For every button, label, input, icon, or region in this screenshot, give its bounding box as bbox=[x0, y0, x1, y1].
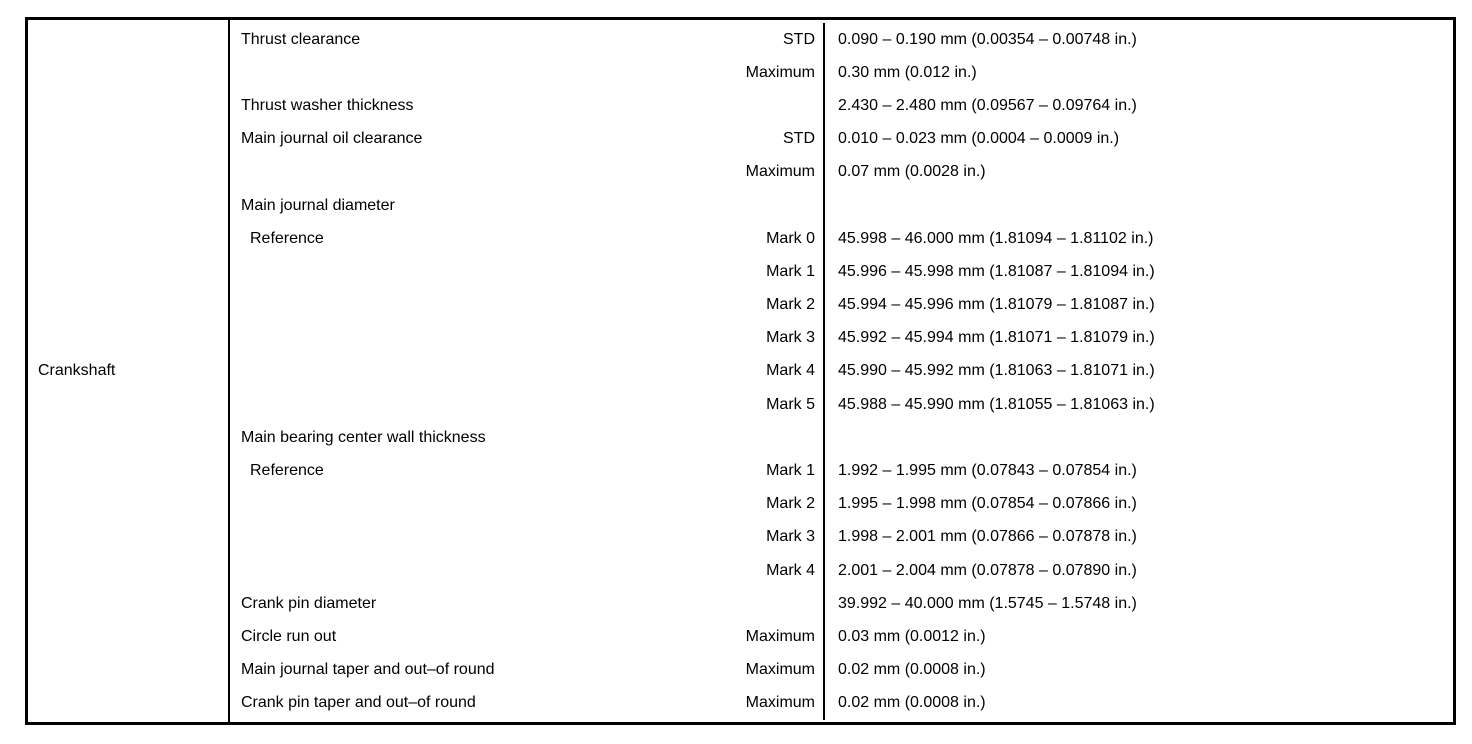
spec-value: 39.992 – 40.000 mm (1.5745 – 1.5748 in.) bbox=[838, 594, 1137, 612]
spec-label-cell: Mark 3 bbox=[230, 321, 825, 355]
spec-qualifier: Mark 2 bbox=[766, 296, 815, 314]
spec-label-cell: Reference Mark 0 bbox=[230, 222, 825, 256]
spec-label-cell: Mark 2 bbox=[230, 288, 825, 322]
spec-label-cell: Main journal diameter bbox=[230, 188, 825, 223]
table-row: Thrust washer thickness 2.430 – 2.480 mm … bbox=[230, 89, 1453, 123]
spec-label: Thrust washer thickness bbox=[241, 96, 414, 114]
spec-label-cell: Mark 4 bbox=[230, 554, 825, 588]
table-row: Mark 5 45.988 – 45.990 mm (1.81055 – 1.81… bbox=[230, 388, 1453, 422]
spec-label-cell: Crank pin taper and out–of round Maximum bbox=[230, 686, 825, 720]
spec-label: Reference bbox=[250, 462, 324, 480]
component-label: Crankshaft bbox=[38, 362, 116, 379]
spec-label-cell: Reference Mark 1 bbox=[230, 454, 825, 488]
spec-qualifier: Mark 3 bbox=[766, 329, 815, 347]
spec-value: 45.996 – 45.998 mm (1.81087 – 1.81094 in… bbox=[838, 262, 1155, 280]
spec-label-cell: Maximum bbox=[230, 155, 825, 189]
spec-label-cell: Maximum bbox=[230, 56, 825, 90]
table-row: Mark 2 1.995 – 1.998 mm (0.07854 – 0.0786… bbox=[230, 487, 1453, 521]
spec-label-cell: Mark 2 bbox=[230, 487, 825, 521]
spec-label: Main journal oil clearance bbox=[241, 130, 423, 148]
spec-qualifier: Mark 1 bbox=[766, 262, 815, 280]
spec-value: 1.995 – 1.998 mm (0.07854 – 0.07866 in.) bbox=[838, 495, 1137, 513]
spec-value: 0.30 mm (0.012 in.) bbox=[838, 63, 977, 81]
spec-qualifier: Mark 3 bbox=[766, 528, 815, 546]
spec-value: 0.090 – 0.190 mm (0.00354 – 0.00748 in.) bbox=[838, 30, 1137, 48]
spec-label: Crank pin taper and out–of round bbox=[241, 694, 476, 712]
spec-value: 45.998 – 46.000 mm (1.81094 – 1.81102 in… bbox=[838, 229, 1154, 247]
component-cell: Crankshaft bbox=[28, 20, 230, 722]
table-row: Mark 2 45.994 – 45.996 mm (1.81079 – 1.81… bbox=[230, 288, 1453, 322]
spec-label-cell: Mark 3 bbox=[230, 520, 825, 554]
table-row: Maximum 0.07 mm (0.0028 in.) bbox=[230, 155, 1453, 189]
spec-label: Main bearing center wall thickness bbox=[241, 428, 486, 446]
spec-label: Main journal diameter bbox=[241, 196, 395, 214]
spec-value: 2.430 – 2.480 mm (0.09567 – 0.09764 in.) bbox=[838, 96, 1137, 114]
spec-qualifier: Mark 5 bbox=[766, 395, 815, 413]
spec-value: 1.998 – 2.001 mm (0.07866 – 0.07878 in.) bbox=[838, 528, 1137, 546]
spec-qualifier: Mark 1 bbox=[766, 462, 815, 480]
table-row: Maximum 0.30 mm (0.012 in.) bbox=[230, 56, 1453, 90]
table-row: Thrust clearance STD 0.090 – 0.190 mm (0.0… bbox=[230, 23, 1453, 57]
spec-label-cell: Thrust clearance STD bbox=[230, 23, 825, 57]
table-row: Reference Mark 0 45.998 – 46.000 mm (1.810… bbox=[230, 222, 1453, 256]
spec-value: 1.992 – 1.995 mm (0.07843 – 0.07854 in.) bbox=[838, 462, 1137, 480]
spec-value: 2.001 – 2.004 mm (0.07878 – 0.07890 in.) bbox=[838, 561, 1137, 579]
spec-label: Main journal taper and out–of round bbox=[241, 661, 495, 679]
spec-label-cell: Mark 4 bbox=[230, 354, 825, 389]
table-row: Mark 4 2.001 – 2.004 mm (0.07878 – 0.0789… bbox=[230, 554, 1453, 588]
table-row: Mark 1 45.996 – 45.998 mm (1.81087 – 1.81… bbox=[230, 255, 1453, 289]
crankshaft-spec-table: Crankshaft Thrust clearance STD 0.090 – 0.… bbox=[25, 17, 1456, 725]
table-row: Main bearing center wall thickness bbox=[230, 421, 1453, 455]
spec-value: 45.994 – 45.996 mm (1.81079 – 1.81087 in… bbox=[838, 296, 1155, 314]
spec-qualifier: Mark 0 bbox=[766, 229, 815, 247]
spec-value bbox=[825, 421, 1453, 454]
spec-label-cell: Circle run out Maximum bbox=[230, 620, 825, 654]
spec-label-cell: Thrust washer thickness bbox=[230, 89, 825, 123]
spec-value: 0.07 mm (0.0028 in.) bbox=[838, 163, 986, 181]
spec-qualifier: STD bbox=[783, 30, 815, 48]
spec-label-cell: Main journal oil clearance STD bbox=[230, 122, 825, 156]
spec-value bbox=[825, 189, 1453, 222]
spec-label-cell: Main journal taper and out–of round Maxim… bbox=[230, 653, 825, 687]
spec-label-cell: Mark 5 bbox=[230, 388, 825, 422]
spec-rows: Thrust clearance STD 0.090 – 0.190 mm (0.0… bbox=[230, 20, 1453, 722]
table-row: Circle run out Maximum 0.03 mm (0.0012 in.… bbox=[230, 620, 1453, 654]
spec-value: 0.02 mm (0.0008 in.) bbox=[838, 661, 986, 679]
spec-qualifier: Mark 2 bbox=[766, 495, 815, 513]
spec-label: Circle run out bbox=[241, 627, 337, 645]
table-row: Main journal taper and out–of round Maxim… bbox=[230, 653, 1453, 687]
table-row: Main journal diameter bbox=[230, 188, 1453, 223]
table-row: Mark 3 1.998 – 2.001 mm (0.07866 – 0.0787… bbox=[230, 520, 1453, 554]
spec-value: 45.988 – 45.990 mm (1.81055 – 1.81063 in… bbox=[838, 395, 1155, 413]
spec-value: 0.010 – 0.023 mm (0.0004 – 0.0009 in.) bbox=[838, 130, 1120, 148]
spec-label: Crank pin diameter bbox=[241, 594, 377, 612]
spec-qualifier: Maximum bbox=[745, 694, 815, 712]
spec-qualifier: STD bbox=[783, 130, 815, 148]
spec-label-cell: Main bearing center wall thickness bbox=[230, 421, 825, 455]
table-row: Mark 3 45.992 – 45.994 mm (1.81071 – 1.81… bbox=[230, 321, 1453, 355]
spec-qualifier: Maximum bbox=[745, 627, 815, 645]
spec-label-cell: Mark 1 bbox=[230, 255, 825, 289]
spec-qualifier: Mark 4 bbox=[766, 362, 815, 380]
spec-label: Reference bbox=[250, 229, 324, 247]
spec-label: Thrust clearance bbox=[241, 30, 361, 48]
spec-qualifier: Maximum bbox=[745, 661, 815, 679]
spec-value: 45.990 – 45.992 mm (1.81063 – 1.81071 in… bbox=[838, 362, 1155, 380]
table-row: Crank pin diameter 39.992 – 40.000 mm (1.… bbox=[230, 587, 1453, 621]
table-row: Main journal oil clearance STD 0.010 – 0.0… bbox=[230, 122, 1453, 156]
spec-value: 45.992 – 45.994 mm (1.81071 – 1.81079 in… bbox=[838, 329, 1155, 347]
table-row: Crank pin taper and out–of round Maximum 0… bbox=[230, 686, 1453, 720]
spec-label-cell: Crank pin diameter bbox=[230, 587, 825, 621]
table-row: Reference Mark 1 1.992 – 1.995 mm (0.07843… bbox=[230, 454, 1453, 488]
spec-qualifier: Mark 4 bbox=[766, 561, 815, 579]
spec-qualifier: Maximum bbox=[745, 63, 815, 81]
table-row: Mark 4 45.990 – 45.992 mm (1.81063 – 1.81… bbox=[230, 354, 1453, 389]
spec-value: 0.03 mm (0.0012 in.) bbox=[838, 627, 986, 645]
spec-qualifier: Maximum bbox=[745, 163, 815, 181]
spec-value: 0.02 mm (0.0008 in.) bbox=[838, 694, 986, 712]
